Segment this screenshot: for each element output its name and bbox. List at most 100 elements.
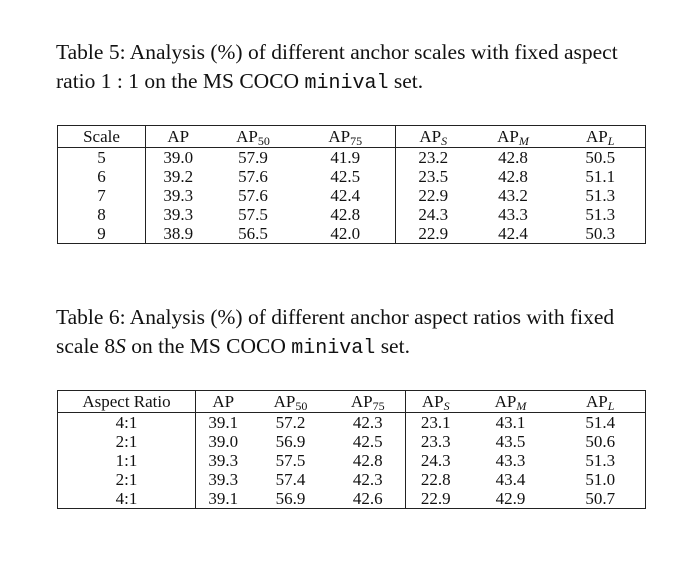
table-cell: 51.3 (585, 186, 616, 205)
header-text: AP (497, 127, 519, 146)
table-cell: 6 (57, 167, 146, 186)
table-row: 6 39.2 57.6 42.5 23.5 42.8 51.1 (57, 167, 646, 186)
table-cell: 4:1 (57, 489, 196, 509)
table-cell: 43.5 (495, 432, 526, 451)
table-cell: 50.7 (585, 489, 616, 508)
header-text: AP (328, 127, 351, 146)
table-cell: 43.4 (495, 470, 526, 489)
header-subscript: 75 (350, 134, 363, 148)
table-row: 9 38.9 56.5 42.0 22.9 42.4 50.3 (57, 224, 646, 244)
table-cell: 42.8 (498, 148, 528, 167)
header-cell: AP75 (295, 125, 396, 148)
header-cell: AP (145, 125, 211, 148)
header-cell: APS (405, 390, 466, 413)
header-cell: AP (195, 390, 251, 413)
header-text: AP (419, 127, 442, 146)
table-cell: 24.3 (418, 205, 449, 224)
caption-text: on the MS COCO (125, 334, 292, 358)
table-cell: 57.6 (238, 186, 268, 205)
header-subscript: 50 (295, 399, 308, 413)
table-cell: 23.3 (420, 432, 451, 451)
header-text: AP (273, 392, 296, 411)
header-cell: Scale (57, 125, 146, 148)
table-cell: 23.1 (420, 413, 451, 432)
table-row: 7 39.3 57.6 42.4 22.9 43.2 51.3 (57, 186, 646, 205)
table-cell: 51.3 (585, 451, 616, 470)
table-cell: 56.9 (275, 489, 306, 508)
table-cell: 57.9 (238, 148, 268, 167)
table: Aspect Ratio AP AP50 AP75 APS APM APL 4:1 39.1 57… (57, 390, 646, 509)
table-cell: 57.6 (238, 167, 268, 186)
table-cell: 42.5 (295, 167, 396, 186)
table-row: 2:1 39.0 56.9 42.5 23.3 43.5 50.6 (57, 432, 646, 451)
table-cell: 39.0 (163, 148, 194, 167)
caption: Table 6: Analysis (%) of different ancho… (56, 303, 652, 363)
table-cell: 42.3 (330, 412, 406, 432)
table-cell: 39.0 (208, 432, 239, 451)
header-row: Aspect Ratio AP AP50 AP75 APS APM APL (57, 390, 646, 413)
table-cell: 43.3 (495, 451, 526, 470)
header-text: Scale (83, 127, 120, 146)
header-subscript: 75 (372, 399, 385, 413)
header-text: AP (421, 392, 444, 411)
header-text: AP (586, 392, 608, 411)
table-cell: 22.9 (418, 186, 449, 205)
table-cell: 23.5 (418, 167, 449, 186)
header-text: AP (167, 127, 190, 146)
header-cell: APS (395, 125, 471, 148)
table-cell: 43.2 (498, 186, 528, 205)
table-cell: 1:1 (57, 451, 196, 470)
header-subscript: S (441, 134, 448, 148)
table-cell: 2:1 (57, 432, 196, 451)
table-cell: 42.9 (495, 489, 526, 508)
table-row: 5 39.0 57.9 41.9 23.2 42.8 50.5 (57, 147, 646, 167)
caption-code: minival (291, 337, 376, 360)
caption-text: Table 5: Analysis (%) of different ancho… (56, 40, 618, 93)
table-cell: 43.1 (495, 413, 526, 432)
table-cell: 7 (57, 186, 146, 205)
table-row: 4:1 39.1 56.9 42.6 22.9 42.9 50.7 (57, 489, 646, 509)
table-cell: 24.3 (420, 451, 451, 470)
header-cell: Aspect Ratio (57, 390, 196, 413)
header-text: AP (494, 392, 517, 411)
table-cell: 42.4 (295, 186, 396, 205)
header-subscript: M (518, 134, 529, 148)
header-text: AP (212, 392, 235, 411)
table-cell: 42.5 (330, 432, 406, 451)
header-text: AP (236, 127, 258, 146)
header-subscript: S (443, 399, 450, 413)
table-cell: 42.6 (330, 489, 406, 509)
table-cell: 4:1 (57, 412, 196, 432)
table-cell: 5 (57, 147, 146, 167)
table-cell: 51.0 (585, 470, 616, 489)
caption-code: minival (304, 72, 389, 95)
table-cell: 39.3 (208, 451, 239, 470)
table-cell: 57.2 (275, 413, 306, 432)
table-cell: 50.5 (585, 148, 616, 167)
table-cell: 39.3 (163, 205, 194, 224)
table-cell: 39.1 (208, 489, 239, 508)
header-cell: AP50 (210, 125, 296, 148)
table-cell: 9 (57, 224, 146, 244)
header-text: AP (350, 392, 373, 411)
header-cell: AP75 (330, 390, 406, 413)
table-cell: 22.8 (420, 470, 451, 489)
table-cell: 23.2 (418, 148, 449, 167)
table-cell: 51.4 (585, 413, 616, 432)
header-row: Scale AP AP50 AP75 APS APM APL (57, 125, 646, 148)
table-cell: 42.8 (498, 167, 528, 186)
caption-italic: S (115, 334, 126, 358)
table-row: 4:1 39.1 57.2 42.3 23.1 43.1 51.4 (57, 412, 646, 432)
caption-text: set. (388, 69, 424, 93)
table-cell: 2:1 (57, 470, 196, 489)
table-row: 2:1 39.3 57.4 42.3 22.8 43.4 51.0 (57, 470, 646, 489)
table-cell: 22.9 (418, 224, 449, 243)
table-cell: 39.2 (163, 167, 194, 186)
table-cell: 39.3 (163, 186, 194, 205)
table-cell: 50.6 (585, 432, 616, 451)
table-cell: 42.4 (498, 224, 528, 243)
header-cell: APL (555, 390, 646, 413)
table-cell: 39.1 (208, 413, 239, 432)
table-row: 8 39.3 57.5 42.8 24.3 43.3 51.3 (57, 205, 646, 224)
table-cell: 43.3 (498, 205, 528, 224)
